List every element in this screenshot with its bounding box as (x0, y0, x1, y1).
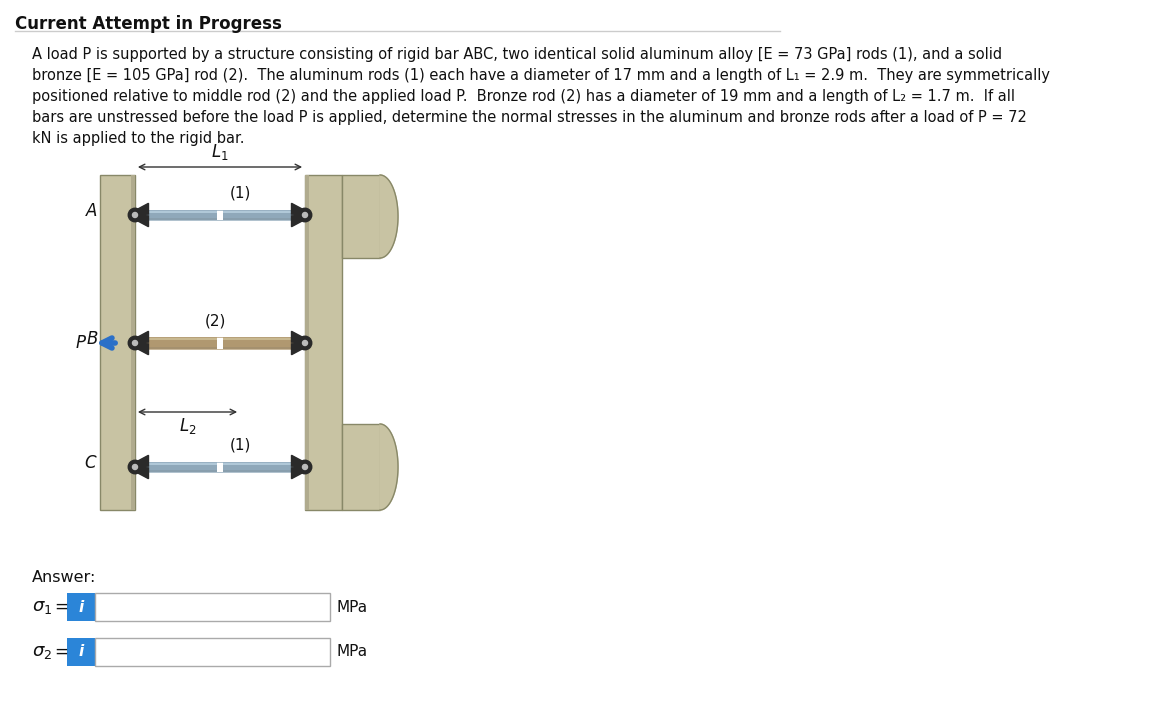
Polygon shape (291, 343, 305, 355)
Text: $P$: $P$ (75, 334, 88, 352)
Bar (342, 424, 380, 510)
Text: $B$: $B$ (85, 330, 98, 348)
Text: MPa: MPa (336, 644, 367, 659)
Bar (305, 175, 342, 510)
Bar (67, 593, 94, 621)
Text: $\sigma_1$: $\sigma_1$ (32, 598, 52, 616)
Bar (217, 209, 223, 221)
Circle shape (132, 212, 137, 217)
Circle shape (298, 208, 312, 222)
Text: (1): (1) (229, 438, 251, 453)
Text: MPa: MPa (336, 599, 367, 614)
Text: kN is applied to the rigid bar.: kN is applied to the rigid bar. (32, 131, 244, 146)
Circle shape (128, 460, 142, 474)
Bar (135, 462, 305, 472)
Bar (135, 470, 305, 472)
Text: i: i (78, 599, 84, 614)
Bar (217, 336, 223, 350)
Polygon shape (291, 331, 305, 343)
Circle shape (298, 336, 312, 350)
Polygon shape (135, 467, 149, 479)
Polygon shape (291, 215, 305, 227)
Bar (135, 218, 305, 220)
Circle shape (128, 336, 142, 350)
Circle shape (303, 212, 308, 217)
Bar (217, 461, 223, 473)
Polygon shape (135, 215, 149, 227)
Polygon shape (135, 331, 149, 343)
Text: bronze [E = 105 GPa] rod (2).  The aluminum rods (1) each have a diameter of 17 : bronze [E = 105 GPa] rod (2). The alumin… (32, 68, 1049, 83)
Text: Answer:: Answer: (32, 570, 97, 585)
Polygon shape (291, 455, 305, 467)
Text: $A$: $A$ (85, 202, 98, 220)
Text: (1): (1) (229, 186, 251, 201)
Polygon shape (380, 175, 397, 258)
Polygon shape (291, 467, 305, 479)
Polygon shape (135, 455, 149, 467)
Text: (2): (2) (204, 314, 226, 329)
Text: =: = (54, 598, 68, 616)
Bar (135, 210, 305, 220)
Text: A load P is supported by a structure consisting of rigid bar ABC, two identical : A load P is supported by a structure con… (32, 47, 1002, 62)
Circle shape (303, 340, 308, 345)
Circle shape (303, 465, 308, 470)
Text: $C$: $C$ (84, 454, 98, 472)
Text: i: i (78, 644, 84, 659)
Bar (135, 337, 305, 340)
Bar (94, 593, 329, 621)
Text: =: = (54, 643, 68, 661)
Bar (135, 210, 305, 220)
Polygon shape (135, 343, 149, 355)
Text: bars are unstressed before the load P is applied, determine the normal stresses : bars are unstressed before the load P is… (32, 110, 1026, 125)
Circle shape (132, 340, 137, 345)
Bar (135, 462, 305, 465)
Bar (135, 462, 305, 472)
Text: Current Attempt in Progress: Current Attempt in Progress (15, 15, 282, 33)
Bar (342, 175, 380, 258)
Bar (135, 347, 305, 349)
Text: positioned relative to middle rod (2) and the applied load P.  Bronze rod (2) ha: positioned relative to middle rod (2) an… (32, 89, 1015, 104)
Bar (94, 638, 329, 666)
Bar (135, 337, 305, 349)
Circle shape (128, 208, 142, 222)
Bar (135, 337, 305, 349)
Text: $\sigma_2$: $\sigma_2$ (32, 643, 52, 661)
Text: $L_1$: $L_1$ (211, 142, 229, 162)
Polygon shape (380, 424, 397, 510)
Bar (135, 210, 305, 213)
Bar (67, 638, 94, 666)
Bar (100, 175, 135, 510)
Polygon shape (291, 203, 305, 215)
Bar (131, 175, 135, 510)
Polygon shape (135, 203, 149, 215)
Text: $L_2$: $L_2$ (179, 416, 196, 436)
Circle shape (298, 460, 312, 474)
Circle shape (132, 465, 137, 470)
Bar (305, 175, 309, 510)
